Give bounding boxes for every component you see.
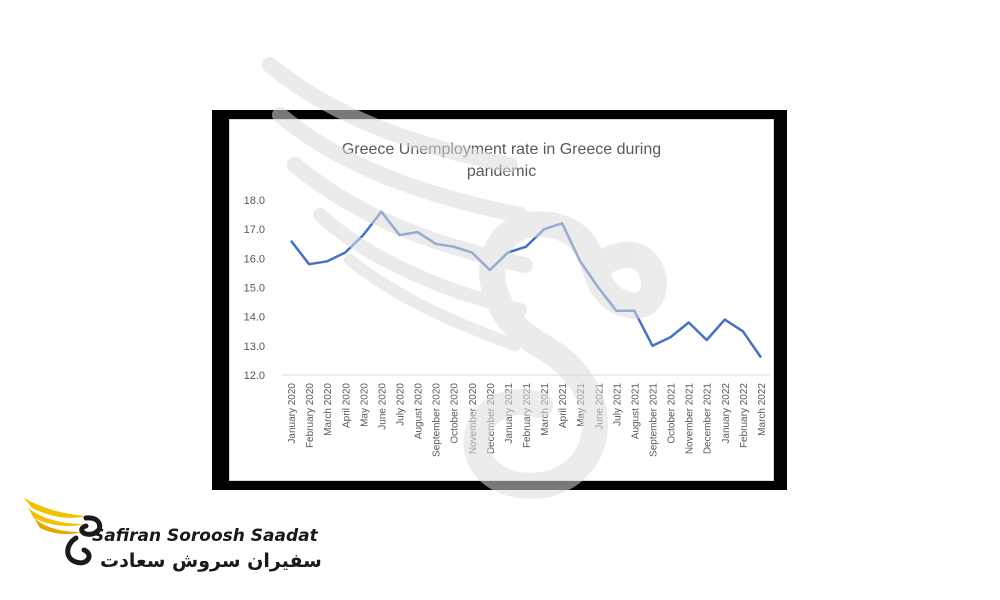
chart-area: Greece Unemployment rate in Greece durin… xyxy=(229,119,774,481)
x-tick-label: May 2021 xyxy=(576,383,587,427)
x-tick-label: February 2020 xyxy=(305,383,316,448)
x-tick-label: September 2021 xyxy=(649,383,660,457)
x-tick-label: March 2020 xyxy=(323,383,334,436)
x-tick-label: January 2021 xyxy=(504,383,515,444)
y-tick-label: 14.0 xyxy=(244,312,265,324)
x-tick-label: August 2020 xyxy=(414,383,425,440)
x-tick-label: March 2021 xyxy=(540,383,551,436)
logo-text-english: Safiran Soroosh Saadat xyxy=(92,526,318,546)
x-tick-label: October 2021 xyxy=(667,383,678,444)
x-tick-label: December 2021 xyxy=(703,383,714,455)
x-tick-label: September 2020 xyxy=(432,383,443,457)
x-tick-label: February 2022 xyxy=(739,383,750,448)
line-chart: 12.0 13.0 14.0 15.0 16.0 17.0 18.0 January 2020… xyxy=(244,195,770,457)
x-tick-label: August 2021 xyxy=(630,383,641,440)
x-tick-label: January 2020 xyxy=(287,383,298,444)
y-tick-label: 18.0 xyxy=(244,195,265,207)
x-tick-label: June 2020 xyxy=(377,383,388,430)
y-tick-label: 15.0 xyxy=(244,283,265,295)
y-tick-label: 13.0 xyxy=(244,341,265,353)
x-tick-label: April 2020 xyxy=(341,383,352,428)
x-tick-label: June 2021 xyxy=(594,383,605,430)
x-tick-label: December 2020 xyxy=(486,383,497,455)
y-tick-label: 16.0 xyxy=(244,253,265,265)
x-tick-label: November 2020 xyxy=(468,383,479,455)
chart-frame: Greece Unemployment rate in Greece durin… xyxy=(212,110,787,490)
logo-text-persian: سفیران سروش سعادت xyxy=(100,550,322,572)
x-tick-label: November 2021 xyxy=(685,383,696,455)
series-line-0 xyxy=(290,210,763,359)
x-tick-label: January 2022 xyxy=(721,383,732,444)
x-tick-label: March 2022 xyxy=(757,383,768,436)
x-tick-label: May 2020 xyxy=(359,383,370,427)
y-tick-label: 12.0 xyxy=(244,370,265,382)
x-tick-label: July 2021 xyxy=(612,383,623,426)
y-tick-label: 17.0 xyxy=(244,224,265,236)
x-tick-label: October 2020 xyxy=(450,383,461,444)
x-tick-label: April 2021 xyxy=(558,383,569,428)
x-tick-label: February 2021 xyxy=(522,383,533,448)
brand-logo: Safiran Soroosh Saadat سفیران سروش سعادت xyxy=(22,494,322,584)
wing-swan-icon xyxy=(24,498,103,566)
x-tick-label: July 2020 xyxy=(395,383,406,426)
